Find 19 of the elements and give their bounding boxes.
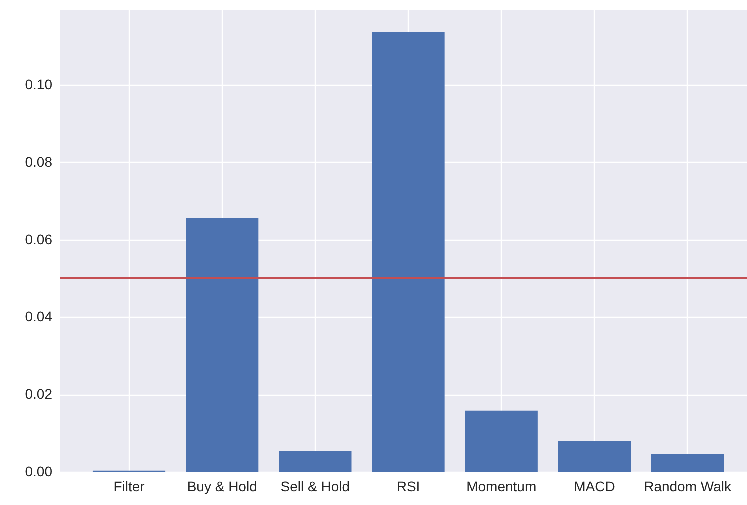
- y-tick-label: 0.04: [25, 308, 53, 325]
- bar: [558, 441, 632, 472]
- y-tick-label: 0.00: [25, 464, 53, 480]
- x-tick-label: MACD: [574, 478, 616, 494]
- x-tick-label: Filter: [114, 478, 146, 494]
- x-tick-label: Momentum: [466, 478, 537, 494]
- bar: [372, 32, 445, 472]
- x-tick-label: RSI: [396, 478, 420, 494]
- bar: [279, 451, 352, 472]
- x-tick-label: Random Walk: [644, 478, 732, 494]
- y-tick-label: 0.08: [25, 154, 53, 170]
- bar: [186, 218, 259, 472]
- x-tick-label: Buy & Hold: [187, 478, 258, 494]
- y-tick-label: 0.06: [25, 231, 53, 248]
- bar: [651, 454, 724, 472]
- bar: [465, 410, 538, 472]
- x-tick-label: Sell & Hold: [280, 478, 350, 494]
- y-tick-label: 0.10: [25, 76, 53, 93]
- y-tick-label: 0.02: [25, 386, 53, 402]
